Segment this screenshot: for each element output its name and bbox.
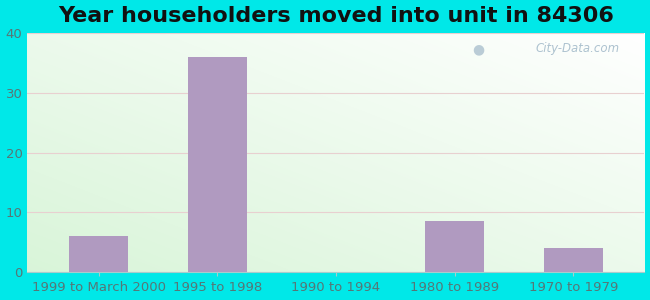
Text: ●: ● xyxy=(472,42,484,56)
Bar xyxy=(543,248,603,272)
Bar xyxy=(425,221,484,272)
Title: Year householders moved into unit in 84306: Year householders moved into unit in 843… xyxy=(58,6,614,26)
Bar xyxy=(69,236,128,272)
Text: City-Data.com: City-Data.com xyxy=(536,42,619,55)
Bar xyxy=(187,57,247,272)
